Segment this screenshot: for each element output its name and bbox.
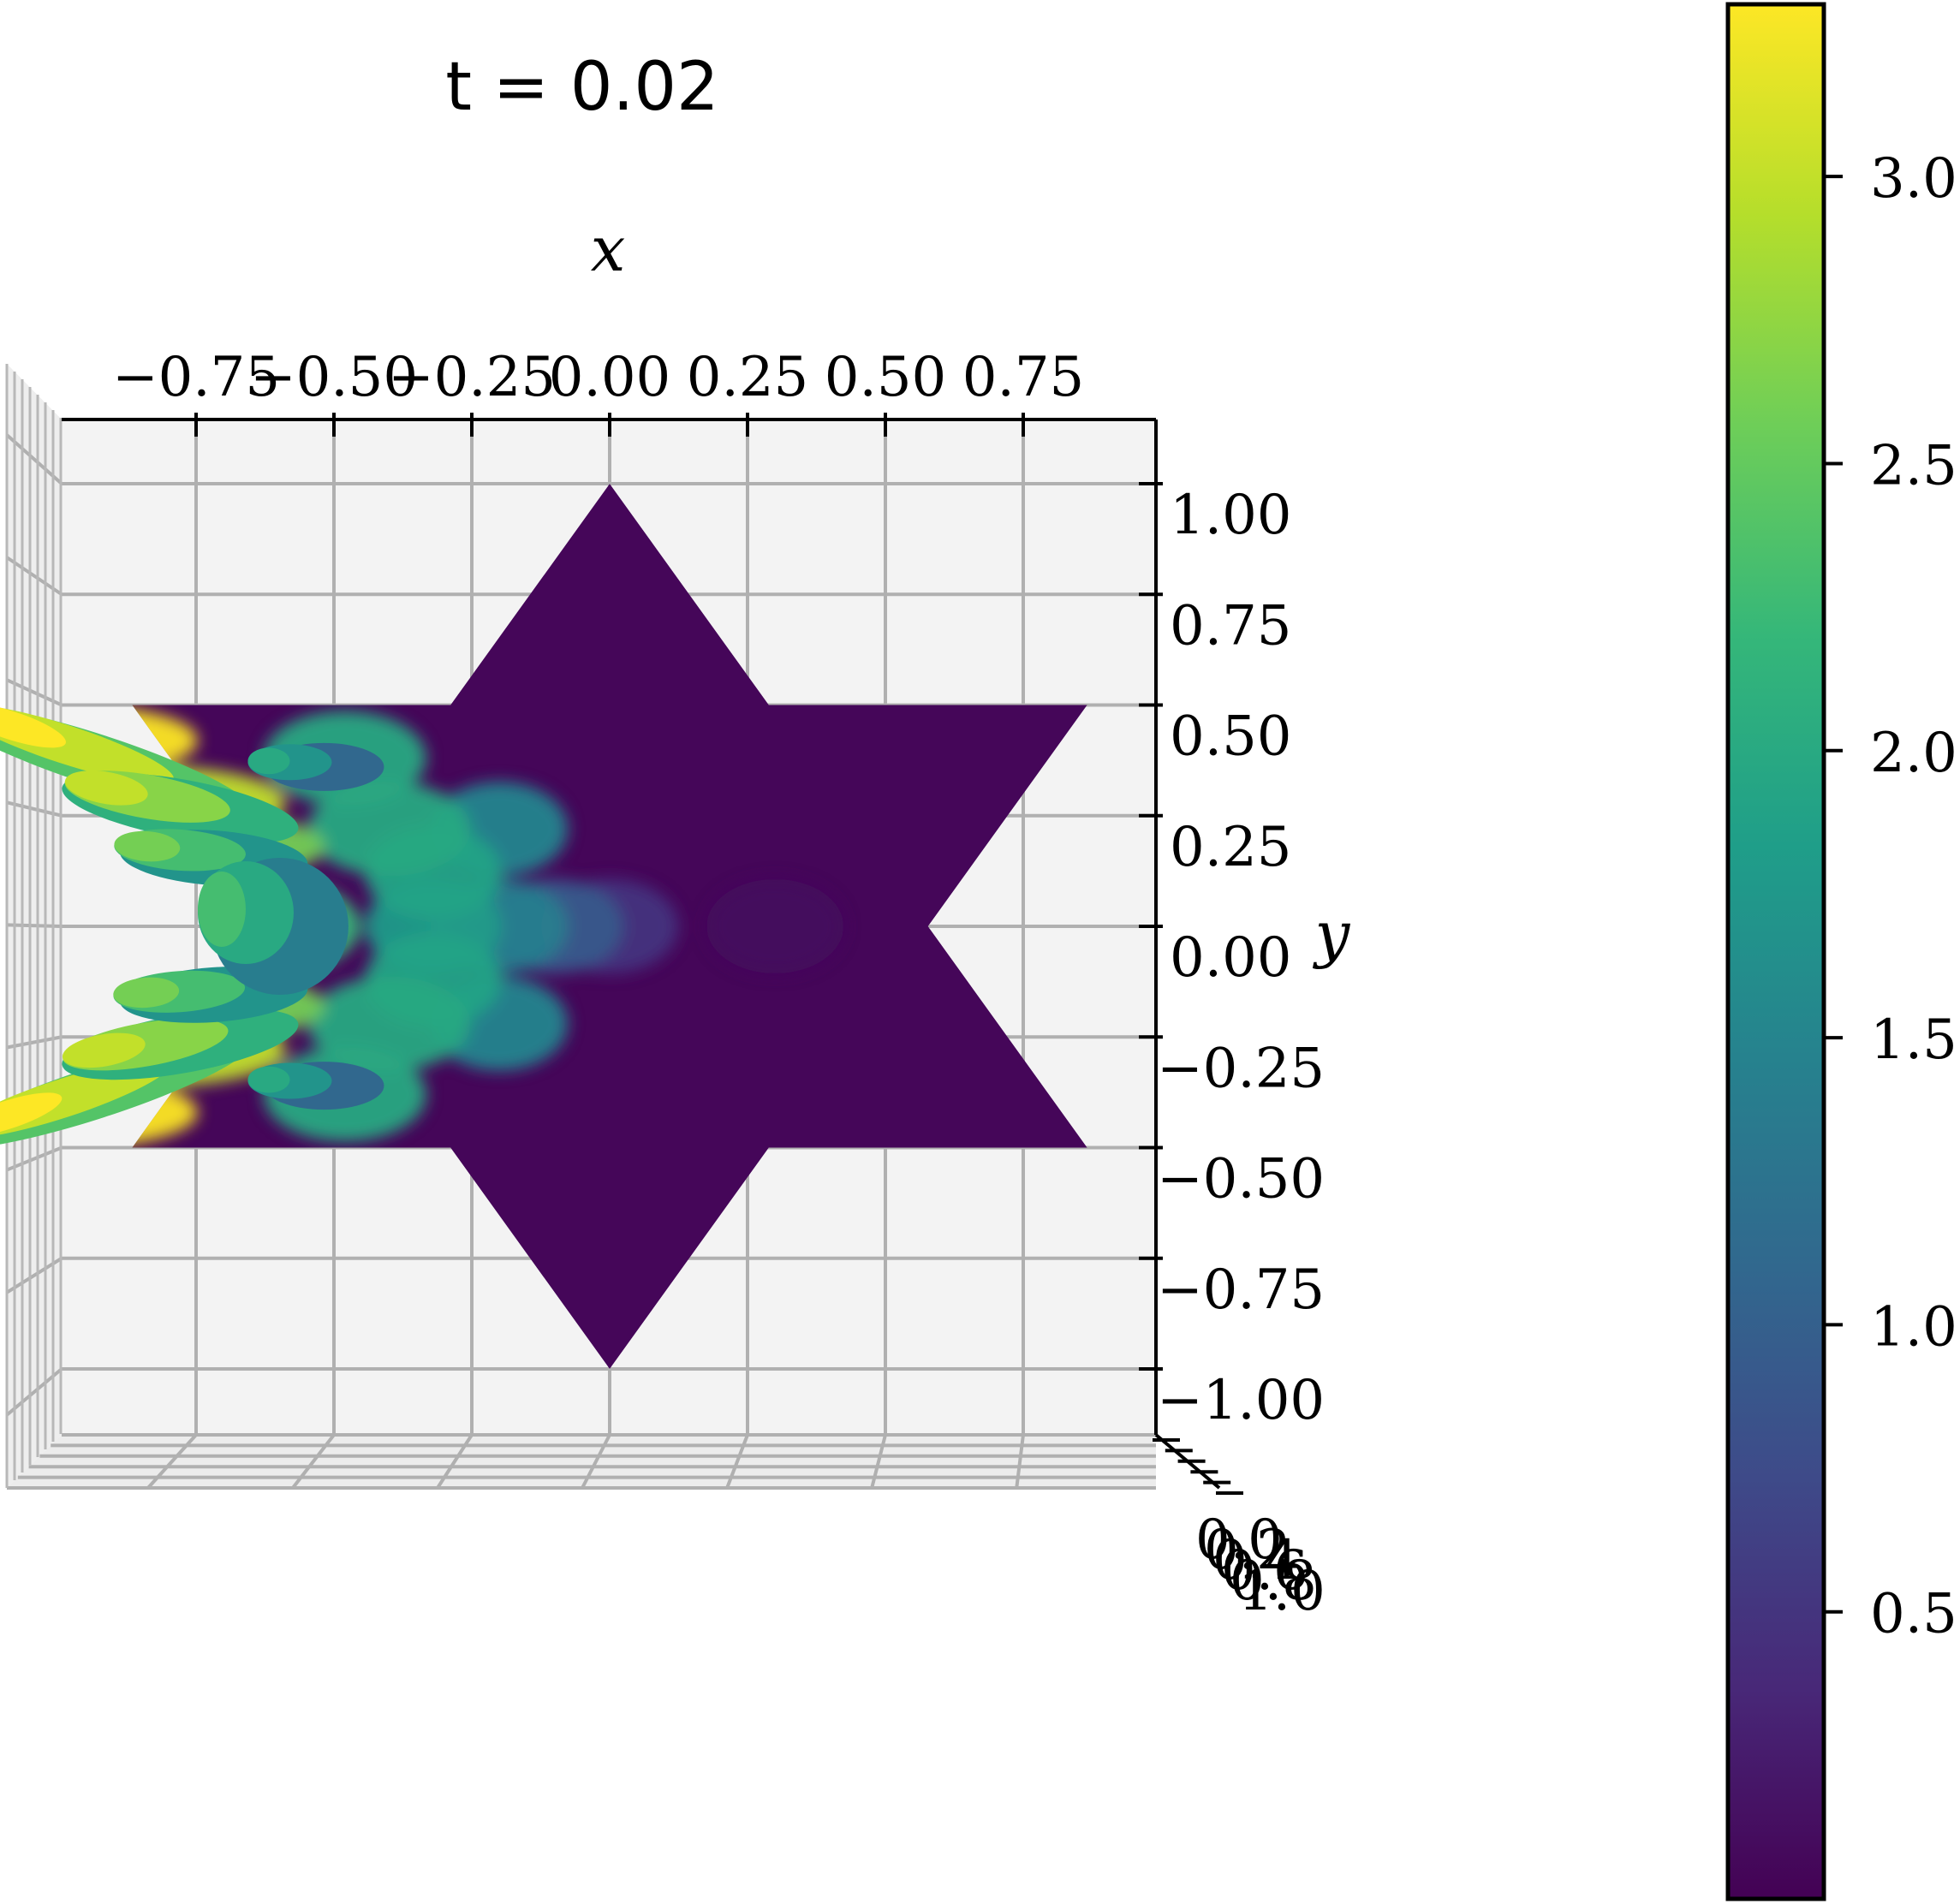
y-tick-label: −0.75	[1157, 1258, 1325, 1322]
chart-title: t = 0.02	[445, 49, 718, 126]
y-axis-label: y	[1313, 898, 1351, 970]
axes: −0.75−0.50−0.250.00 0.25 0.50 0.751.000.750…	[62, 346, 1326, 1623]
z-tick-label: 0.4	[1212, 1529, 1300, 1592]
lobe-tip	[64, 771, 148, 806]
z-tick-label: 0.8	[1230, 1550, 1317, 1613]
x-tick-label: −0.50	[250, 346, 418, 409]
colorbar-tick-label: 2.5	[1870, 434, 1957, 497]
surface-lobe	[62, 771, 299, 844]
floor-grid-line	[581, 1434, 611, 1489]
y-tick-label: −1.00	[1157, 1369, 1325, 1432]
z-tick-label: 0.0	[1195, 1508, 1283, 1572]
z-tick-label: 1.0	[1238, 1560, 1326, 1623]
y-tick-label: 1.00	[1170, 484, 1292, 547]
surface-plot	[0, 484, 1087, 1369]
y-tick-label: −0.25	[1157, 1037, 1325, 1100]
x-tick-label: 0.75	[962, 346, 1085, 409]
y-tick-label: 0.25	[1170, 816, 1292, 879]
x-tick-label: −0.75	[112, 346, 280, 409]
colorbar-tick-label: 2.0	[1870, 722, 1957, 785]
y-tick-label: −0.50	[1157, 1148, 1325, 1211]
x-tick-label: −0.25	[388, 346, 556, 409]
lobe-tip	[247, 747, 290, 775]
surface-peak	[307, 782, 471, 877]
surface-lobes	[0, 703, 384, 1149]
lobe-tip	[247, 1066, 290, 1093]
x-tick-label: 0.50	[825, 346, 947, 409]
floor-grid-line	[725, 1434, 749, 1489]
colorbar-bar	[1725, 2, 1826, 1901]
colorbar-tick-label: 0.5	[1870, 1583, 1957, 1646]
x-tick-label: 0.25	[687, 346, 809, 409]
floor-grid-line	[870, 1434, 887, 1489]
floor-grid-line	[291, 1433, 336, 1490]
floor-grid-line	[146, 1433, 198, 1490]
x-axis-label: x	[591, 213, 626, 285]
colorbar-tick-label: 1.5	[1870, 1009, 1957, 1072]
surface-lobe	[247, 1062, 384, 1110]
y-tick-label: 0.50	[1170, 705, 1292, 769]
floor-grid-line	[436, 1433, 474, 1490]
lobe-tip	[114, 830, 181, 862]
y-tick-label: 0.00	[1170, 926, 1292, 990]
surface-lobe	[62, 1009, 299, 1080]
floor-grid-line	[1015, 1434, 1025, 1489]
surface-lobe	[197, 858, 349, 995]
surface-peak	[706, 879, 844, 973]
surface-lobe	[247, 742, 384, 791]
lobe-tip	[197, 872, 246, 947]
z-tick-label: 0.2	[1204, 1519, 1291, 1582]
floor-pane	[7, 1435, 1156, 1488]
colorbar: 0.5 1.0 1.5 2.0 2.5 3.0	[1725, 2, 1957, 1901]
surface-peak	[307, 976, 471, 1071]
colorbar-tick-label: 3.0	[1870, 147, 1957, 211]
lobe-tip	[0, 703, 66, 748]
lobe-tip	[0, 1092, 63, 1138]
y-tick-label: 0.75	[1170, 594, 1292, 657]
z-tick-label: 0.6	[1221, 1539, 1308, 1603]
x-tick-label: 0.00	[549, 346, 671, 409]
lobe-tip	[62, 1032, 146, 1068]
lobe-tip	[113, 977, 180, 1009]
colorbar-tick-label: 1.0	[1870, 1295, 1957, 1359]
